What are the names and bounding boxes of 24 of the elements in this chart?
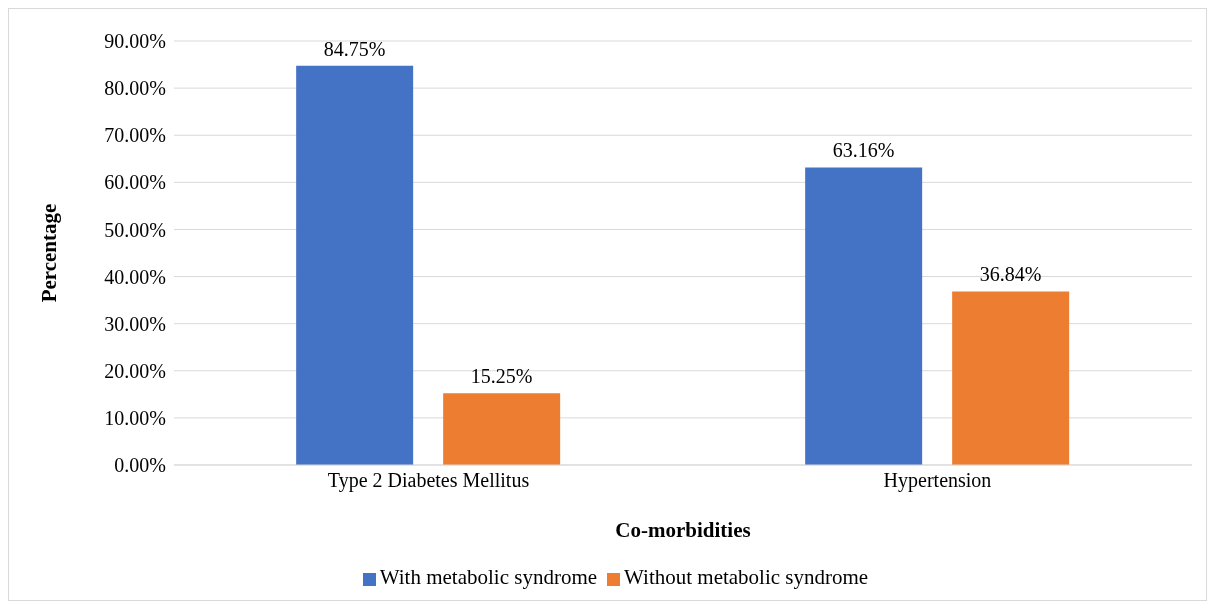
x-tick-label: Type 2 Diabetes Mellitus [327,469,530,493]
y-tick-label: 90.00% [104,30,166,53]
y-axis-title: Percentage [37,203,62,303]
data-label: 36.84% [979,263,1042,286]
y-tick-label: 50.00% [104,218,166,241]
y-tick-label: 40.00% [104,265,166,288]
y-tick-label: 70.00% [104,124,166,147]
data-label: 15.25% [470,365,533,388]
bar [296,65,414,465]
y-tick-label: 20.00% [104,359,166,382]
data-label: 63.16% [832,139,895,162]
x-axis-title: Co-morbidities [615,518,751,542]
y-tick-label: 60.00% [104,171,166,194]
y-tick-label: 0.00% [114,454,166,477]
bar [952,291,1070,465]
bar [805,167,923,465]
legend-label: Without metabolic syndrome [624,565,869,589]
y-tick-label: 10.00% [104,406,166,429]
legend-label: With metabolic syndrome [379,565,598,589]
data-label: 84.75% [323,37,386,60]
y-tick-label: 80.00% [104,77,166,100]
y-tick-label: 30.00% [104,312,166,335]
bar [443,393,561,465]
x-tick-label: Hypertension [883,469,992,493]
